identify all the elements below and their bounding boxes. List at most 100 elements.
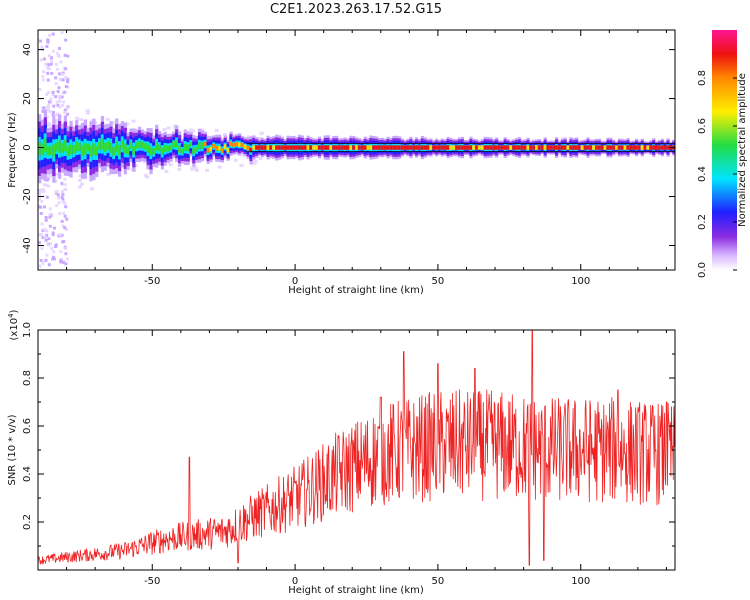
heatmap-cell <box>47 54 51 58</box>
heatmap-cell <box>257 145 262 150</box>
heatmap-cell <box>253 159 258 163</box>
heatmap-cell <box>46 243 50 247</box>
heatmap-cell <box>63 214 67 218</box>
heatmap-cell <box>75 141 79 152</box>
heatmap-cell <box>47 263 51 267</box>
heatmap-cell <box>563 145 567 150</box>
heatmap-cell <box>43 205 47 209</box>
heatmap-cell <box>643 145 647 150</box>
heatmap-cell <box>243 144 247 149</box>
heatmap-cell <box>46 147 50 151</box>
heatmap-cell <box>640 145 644 150</box>
snr-y-tick-label: 1.0 <box>22 322 33 338</box>
heatmap-cell <box>472 145 476 150</box>
heatmap-cell <box>175 140 179 148</box>
heatmap-cell <box>40 199 44 203</box>
heatmap-cell <box>637 145 642 150</box>
heatmap-cell <box>426 145 430 150</box>
heatmap-cell <box>38 192 42 196</box>
heatmap-cell <box>540 145 545 150</box>
heatmap-cell <box>53 245 57 249</box>
heatmap-cell <box>146 144 150 153</box>
heatmap-cell <box>137 141 142 148</box>
heatmap-cell <box>557 145 562 150</box>
heatmap-cell <box>572 145 576 150</box>
heatmap-cell <box>61 197 65 201</box>
heatmap-cell <box>62 200 66 204</box>
heatmap-cell <box>437 145 442 150</box>
heatmap-cell <box>45 66 49 70</box>
snr-y-tick-label: 0.6 <box>22 418 33 434</box>
heatmap-cell <box>140 142 145 149</box>
heatmap-cell <box>59 260 63 264</box>
heatmap-cell <box>85 109 90 113</box>
heatmap-cell <box>47 63 51 67</box>
heatmap-cell <box>620 145 624 150</box>
heatmap-cell <box>217 165 222 169</box>
heatmap-cell <box>38 197 42 201</box>
heatmap-cell <box>269 145 273 150</box>
heatmap-cell <box>575 145 579 150</box>
heatmap-cell <box>63 187 68 191</box>
heatmap-cell <box>45 92 49 96</box>
heatmap-cell <box>106 172 111 176</box>
spectrogram-y-axis-label: Frequency (Hz) <box>7 112 18 188</box>
heatmap-cell <box>252 161 257 165</box>
heatmap-cell <box>423 145 427 150</box>
heatmap-cell <box>63 177 67 181</box>
heatmap-cell <box>652 145 656 150</box>
heatmap-cell <box>69 143 73 155</box>
spectrogram-y-tick-label: -40 <box>22 237 33 253</box>
heatmap-cell <box>266 145 270 150</box>
heatmap-cell <box>115 142 119 146</box>
heatmap-cell <box>51 231 55 235</box>
spectrogram-x-tick-label: 100 <box>571 276 590 287</box>
heatmap-cell <box>406 145 410 150</box>
heatmap-cell <box>275 145 279 150</box>
snr-series-line <box>38 330 675 566</box>
heatmap-cell <box>145 175 150 179</box>
heatmap-cell <box>286 145 290 150</box>
heatmap-cell <box>277 145 282 150</box>
snr-x-tick-label: 100 <box>571 576 590 587</box>
heatmap-cell <box>417 145 422 150</box>
heatmap-cell <box>66 79 70 83</box>
heatmap-cell <box>47 105 51 109</box>
heatmap-cell <box>79 182 84 186</box>
colorbar-tick-label: 0.4 <box>697 166 708 182</box>
heatmap-cell <box>195 146 199 152</box>
heatmap-cell <box>42 70 46 74</box>
heatmap-cell <box>115 140 119 152</box>
heatmap-cell <box>131 119 136 123</box>
heatmap-cell <box>215 146 219 151</box>
heatmap-cell <box>446 145 450 150</box>
heatmap-cell <box>43 138 47 153</box>
heatmap-cell <box>463 145 467 150</box>
heatmap-cell <box>615 145 619 150</box>
heatmap-cell <box>95 145 99 156</box>
heatmap-cell <box>143 142 147 146</box>
heatmap-cell <box>38 39 42 43</box>
heatmap-cell <box>60 195 64 199</box>
heatmap-cell <box>415 145 419 150</box>
heatmap-cell <box>233 158 238 162</box>
heatmap-cell <box>523 145 527 150</box>
heatmap-cell <box>375 145 379 150</box>
heatmap-cell <box>140 141 145 145</box>
heatmap-cell <box>60 95 64 99</box>
heatmap-cell <box>162 128 167 132</box>
heatmap-cell <box>240 142 245 148</box>
heatmap-cell <box>517 145 522 150</box>
heatmap-cell <box>163 145 167 149</box>
heatmap-cell <box>74 116 79 120</box>
heatmap-cell <box>306 145 310 150</box>
heatmap-cell <box>45 253 49 257</box>
heatmap-cell <box>566 145 570 150</box>
heatmap-cell <box>194 168 199 172</box>
heatmap-cell <box>506 145 510 150</box>
heatmap-cell <box>48 33 52 37</box>
heatmap-cell <box>200 143 205 149</box>
heatmap-cell <box>38 189 42 193</box>
heatmap-cell <box>45 195 49 199</box>
heatmap-cell <box>160 147 165 151</box>
